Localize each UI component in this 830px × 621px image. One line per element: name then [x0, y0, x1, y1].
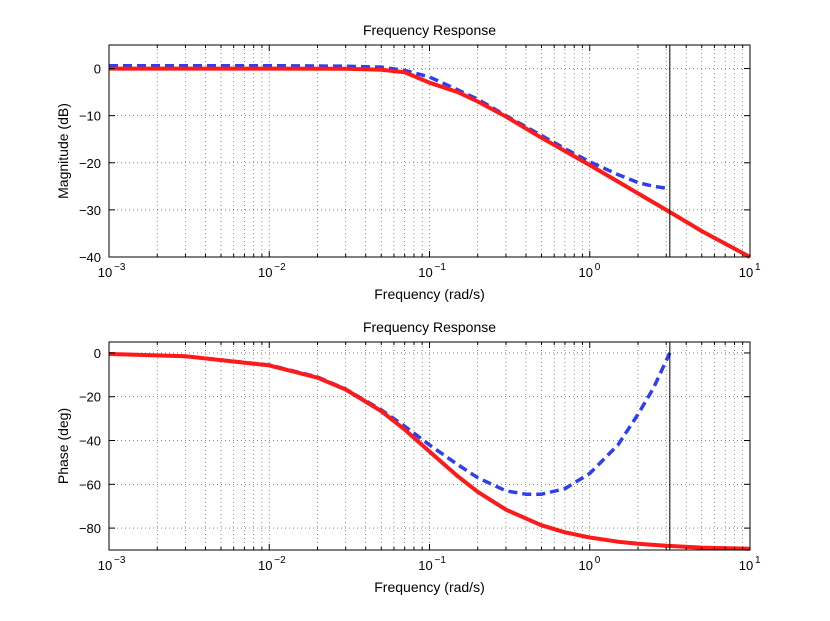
x-tick-label: 10 — [418, 265, 432, 280]
x-tick-label: 10 — [98, 265, 112, 280]
series-line-approximation — [109, 63, 671, 191]
chart-title: Frequency Response — [363, 319, 496, 335]
x-tick-label: 10 — [258, 265, 272, 280]
x-tick-label: 10 — [98, 558, 112, 573]
y-tick-label: 0 — [94, 62, 101, 77]
y-axis-label: Magnitude (dB) — [55, 103, 71, 199]
y-tick-label: 0 — [94, 346, 101, 361]
x-tick-label: 10 — [418, 558, 432, 573]
x-tick-label-exponent: −3 — [114, 262, 126, 273]
x-tick-label-exponent: −2 — [274, 262, 286, 273]
series-line-exact — [109, 66, 751, 259]
x-axis-label: Frequency (rad/s) — [374, 579, 484, 595]
x-tick-label-exponent: −1 — [435, 555, 447, 566]
y-axis-label: Phase (deg) — [55, 408, 71, 484]
y-tick-label: −20 — [79, 390, 101, 405]
y-tick-label: −40 — [79, 434, 101, 449]
x-tick-label: 10 — [579, 265, 593, 280]
y-tick-label: −60 — [79, 477, 101, 492]
chart-title: Frequency Response — [363, 22, 496, 38]
y-tick-label: −10 — [79, 109, 101, 124]
x-tick-label: 10 — [579, 558, 593, 573]
x-tick-label-exponent: 1 — [755, 555, 761, 566]
x-tick-label-exponent: −2 — [274, 555, 286, 566]
x-tick-label-exponent: −1 — [435, 262, 447, 273]
y-tick-label: −30 — [79, 203, 101, 218]
x-tick-label: 10 — [739, 265, 753, 280]
x-tick-label: 10 — [739, 558, 753, 573]
series-line-exact — [108, 352, 751, 551]
x-tick-label-exponent: 0 — [595, 262, 601, 273]
y-tick-label: −80 — [79, 521, 101, 536]
x-tick-label-exponent: 1 — [755, 262, 761, 273]
x-axis-label: Frequency (rad/s) — [374, 286, 484, 302]
x-tick-label-exponent: 0 — [595, 555, 601, 566]
y-tick-label: −40 — [79, 250, 101, 265]
x-tick-label-exponent: −3 — [114, 555, 126, 566]
x-tick-label: 10 — [258, 558, 272, 573]
y-tick-label: −20 — [79, 156, 101, 171]
